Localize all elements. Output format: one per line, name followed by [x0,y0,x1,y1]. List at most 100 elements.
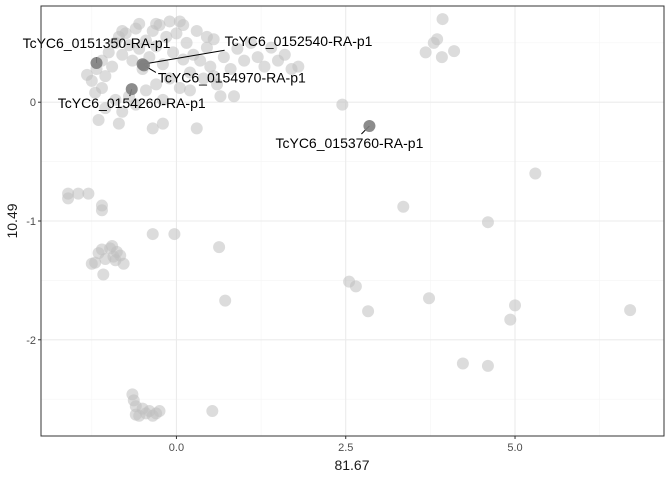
scatter-point [92,114,105,127]
scatter-point [183,84,196,97]
scatter-point [150,40,163,53]
y-tick-label: -1 [26,216,36,228]
scatter-point [177,19,190,32]
scatter-point [95,204,108,217]
scatter-point [168,228,181,241]
scatter-point [251,51,264,64]
scatter-point [504,313,517,326]
scatter-point [190,122,203,135]
scatter-point [456,357,469,370]
scatter-point [244,36,257,49]
scatter-point [217,51,230,64]
highlighted-point [137,59,150,72]
scatter-point [163,72,176,85]
scatter-point [349,280,362,293]
x-tick-label: 0.0 [169,442,184,454]
scatter-point [160,30,173,43]
point-label: TcYC6_0154260-RA-p1 [58,95,206,111]
point-label: TcYC6_0153760-RA-p1 [275,135,423,151]
scatter-point [112,117,125,130]
scatter-point [258,60,271,73]
scatter-point [435,51,448,64]
point-labels: TcYC6_0151350-RA-p1 TcYC6_0152540-RA-p1 Tc… [23,33,424,151]
point-label: TcYC6_0154970-RA-p1 [158,69,306,85]
scatter-point [146,228,159,241]
scatter-point [163,15,176,28]
data-points [62,13,637,422]
scatter-point [265,41,278,54]
x-tick-label: 5.0 [507,442,522,454]
scatter-point [109,93,122,106]
scatter-point [170,27,183,40]
scatter-point [146,122,159,135]
scatter-point [180,36,193,49]
scatter-point [153,405,166,418]
scatter-point [156,93,169,106]
scatter-point [95,81,108,94]
scatter-point [133,42,146,55]
scatter-point [116,105,129,118]
scatter-point [436,13,449,26]
highlighted-point [125,83,138,96]
label-leader-line [142,49,225,65]
scatter-point [200,30,213,43]
scatter-point [190,24,203,37]
scatter-point [133,17,146,30]
scatter-point [139,84,152,97]
scatter-point [431,33,444,46]
x-axis-ticks: 0.0 2.5 5.0 [169,436,523,454]
scatter-point [126,54,139,67]
point-label: TcYC6_0151350-RA-p1 [23,35,171,51]
scatter-point [448,45,461,58]
scatter-point [231,42,244,55]
highlighted-point [90,57,103,70]
scatter-point [224,62,237,75]
scatter-point [238,54,251,67]
scatter-point [116,48,129,61]
scatter-point [213,241,226,254]
scatter-point [336,98,349,111]
scatter-point [278,48,291,61]
highlighted-points [90,57,376,132]
scatter-point [106,60,119,73]
scatter-point [62,192,75,205]
scatter-point [117,257,130,270]
y-axis-ticks: -2 -1 0 [26,97,41,347]
scatter-point [97,268,110,281]
scatter-point [197,72,210,85]
scatter-point [123,39,136,52]
scatter-point [227,90,240,103]
scatter-point [419,46,432,59]
scatter-point [214,90,227,103]
scatter-point [509,299,522,312]
scatter-point [624,304,637,317]
scatter-point [167,46,180,59]
highlighted-point [363,119,376,132]
scatter-point [156,117,169,130]
scatter-point [423,292,436,305]
y-tick-label: 0 [30,97,36,109]
scatter-point [82,187,95,200]
x-axis-title: 81.67 [334,457,369,473]
major-gridlines [41,6,664,436]
scatter-point [529,167,542,180]
point-label: TcYC6_0152540-RA-p1 [225,33,373,49]
scatter-point [89,256,102,269]
scatter-point [183,66,196,79]
scatter-point [173,81,186,94]
scatter-point [99,102,112,115]
scatter-point [150,17,163,30]
scatter-point [85,74,98,87]
scatter-point [116,24,129,37]
scatter-point [102,46,115,59]
scatter-point [207,70,220,83]
x-tick-label: 2.5 [338,442,353,454]
scatter-point [481,359,494,372]
scatter-point [292,60,305,73]
y-axis-title: 10.49 [4,203,20,238]
scatter-point [129,98,142,111]
scatter-point [481,216,494,229]
scatter-point [206,405,219,418]
scatter-point [362,305,375,318]
